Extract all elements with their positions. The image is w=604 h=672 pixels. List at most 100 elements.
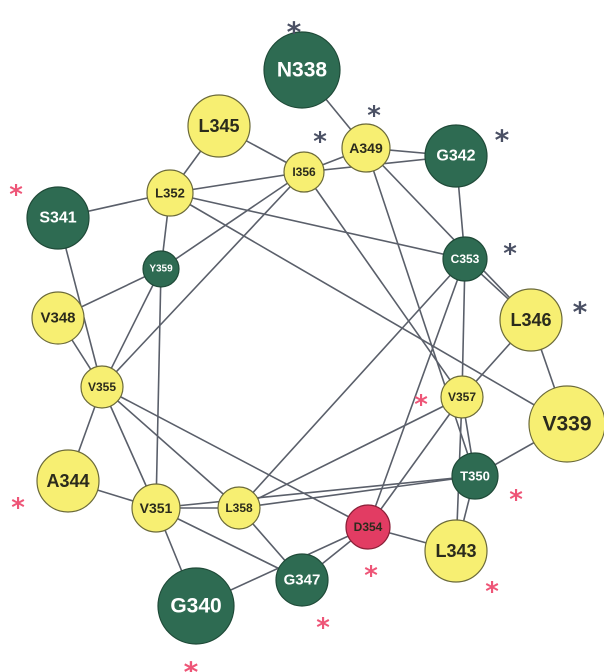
residue-v351: V351 xyxy=(131,483,181,533)
edge-v355-i356 xyxy=(101,171,305,388)
residue-l346: L346 xyxy=(499,288,563,352)
residue-l345: L345 xyxy=(187,94,251,158)
residue-v339: V339 xyxy=(528,385,604,463)
edge-v355-l358 xyxy=(101,386,240,509)
residue-v348: V348 xyxy=(31,291,85,345)
residue-label: V348 xyxy=(40,310,75,327)
edge-c353-d354 xyxy=(367,258,466,528)
asterisk-l346: * xyxy=(573,296,588,329)
edge-c353-v357 xyxy=(461,258,466,398)
asterisk-a344: * xyxy=(11,493,25,523)
residue-label: V351 xyxy=(140,500,173,516)
asterisk-g342: * xyxy=(495,124,510,157)
residue-label: V355 xyxy=(88,380,116,394)
residue-circle xyxy=(31,291,85,345)
residue-n338: N338 xyxy=(263,31,341,109)
residue-g342: G342 xyxy=(424,124,488,188)
residue-circle xyxy=(36,449,100,513)
residue-circle xyxy=(157,567,235,645)
asterisk-a349: * xyxy=(367,101,381,131)
residue-l352: L352 xyxy=(146,169,194,217)
residue-label: N338 xyxy=(277,59,328,82)
edge-a349-t350 xyxy=(365,147,476,477)
asterisk-v357: * xyxy=(414,390,428,420)
asterisk-s341: * xyxy=(9,180,23,210)
residue-v357: V357 xyxy=(440,375,484,419)
residue-v355: V355 xyxy=(80,365,124,409)
residue-circle xyxy=(424,124,488,188)
residue-label: L345 xyxy=(198,116,239,136)
edge-t350-v351 xyxy=(155,475,476,509)
edge-d354-v357 xyxy=(367,396,463,528)
edge-c353-l358 xyxy=(238,258,466,509)
residue-label: L352 xyxy=(155,186,185,201)
residue-label: Y359 xyxy=(149,264,173,275)
residue-label: D354 xyxy=(354,520,383,534)
residue-label: L346 xyxy=(510,310,551,330)
residue-circle xyxy=(528,385,604,463)
residue-label: L358 xyxy=(225,501,253,515)
edge-d354-v355 xyxy=(101,386,369,528)
residue-label: V339 xyxy=(542,413,591,436)
residue-circle xyxy=(263,31,341,109)
residue-label: I356 xyxy=(292,165,316,179)
asterisk-g347: * xyxy=(316,613,330,643)
edge-i356-y359 xyxy=(160,171,305,270)
residue-circle xyxy=(275,553,329,607)
residue-c353: C353 xyxy=(442,236,488,282)
residue-circle xyxy=(26,186,90,250)
residue-circle xyxy=(442,236,488,282)
residue-circle xyxy=(424,519,488,583)
asterisk-c353: * xyxy=(503,239,517,269)
residue-label: G347 xyxy=(284,572,321,589)
residue-circle xyxy=(451,452,499,500)
residue-circle xyxy=(440,375,484,419)
residue-circle xyxy=(131,483,181,533)
asterisk-g340: * xyxy=(184,656,199,672)
residue-circle xyxy=(341,123,391,173)
residue-y359: Y359 xyxy=(142,250,180,288)
residue-circle xyxy=(499,288,563,352)
residue-circle xyxy=(283,151,325,193)
edge-v357-l358 xyxy=(238,396,463,509)
edge-t350-l358 xyxy=(238,475,476,509)
residue-label: A344 xyxy=(46,471,89,491)
residue-label: S341 xyxy=(39,210,76,227)
asterisk-n338: * xyxy=(287,16,302,49)
residue-label: A349 xyxy=(349,140,383,156)
residue-label: V357 xyxy=(448,390,476,404)
residue-l343: L343 xyxy=(424,519,488,583)
residue-circle xyxy=(217,486,261,530)
edge-i356-v357 xyxy=(303,171,463,398)
residue-g347: G347 xyxy=(275,553,329,607)
asterisk-l343: * xyxy=(485,577,499,607)
asterisk-t350: * xyxy=(509,485,523,515)
residue-label: L343 xyxy=(435,541,476,561)
asterisk-layer: * * * * * * * * * * * * * * xyxy=(9,16,587,672)
residue-label: G342 xyxy=(436,148,475,165)
residue-circle xyxy=(187,94,251,158)
residue-a349: A349 xyxy=(341,123,391,173)
residue-l358: L358 xyxy=(217,486,261,530)
residue-circle xyxy=(142,250,180,288)
edge-g347-v351 xyxy=(155,507,303,581)
residue-circle xyxy=(345,504,391,550)
residue-circle xyxy=(146,169,194,217)
residue-s341: S341 xyxy=(26,186,90,250)
residue-label: C353 xyxy=(451,252,480,266)
edge-l352-c353 xyxy=(169,192,466,260)
edge-v351-y359 xyxy=(155,268,162,509)
residue-g340: G340 xyxy=(157,567,235,645)
residue-i356: I356 xyxy=(283,151,325,193)
residue-label: G340 xyxy=(170,595,221,618)
edge-v355-y359 xyxy=(101,268,162,388)
asterisk-d354: * xyxy=(364,561,378,591)
residue-a344: A344 xyxy=(36,449,100,513)
residue-circle xyxy=(80,365,124,409)
edge-a349-l346 xyxy=(365,147,532,321)
residue-d354: D354 xyxy=(345,504,391,550)
residue-layer: N338 V339 G340 S341 G342 L343 A344 L345 L346 G347… xyxy=(26,31,604,645)
edge-v339-l352 xyxy=(169,192,568,425)
